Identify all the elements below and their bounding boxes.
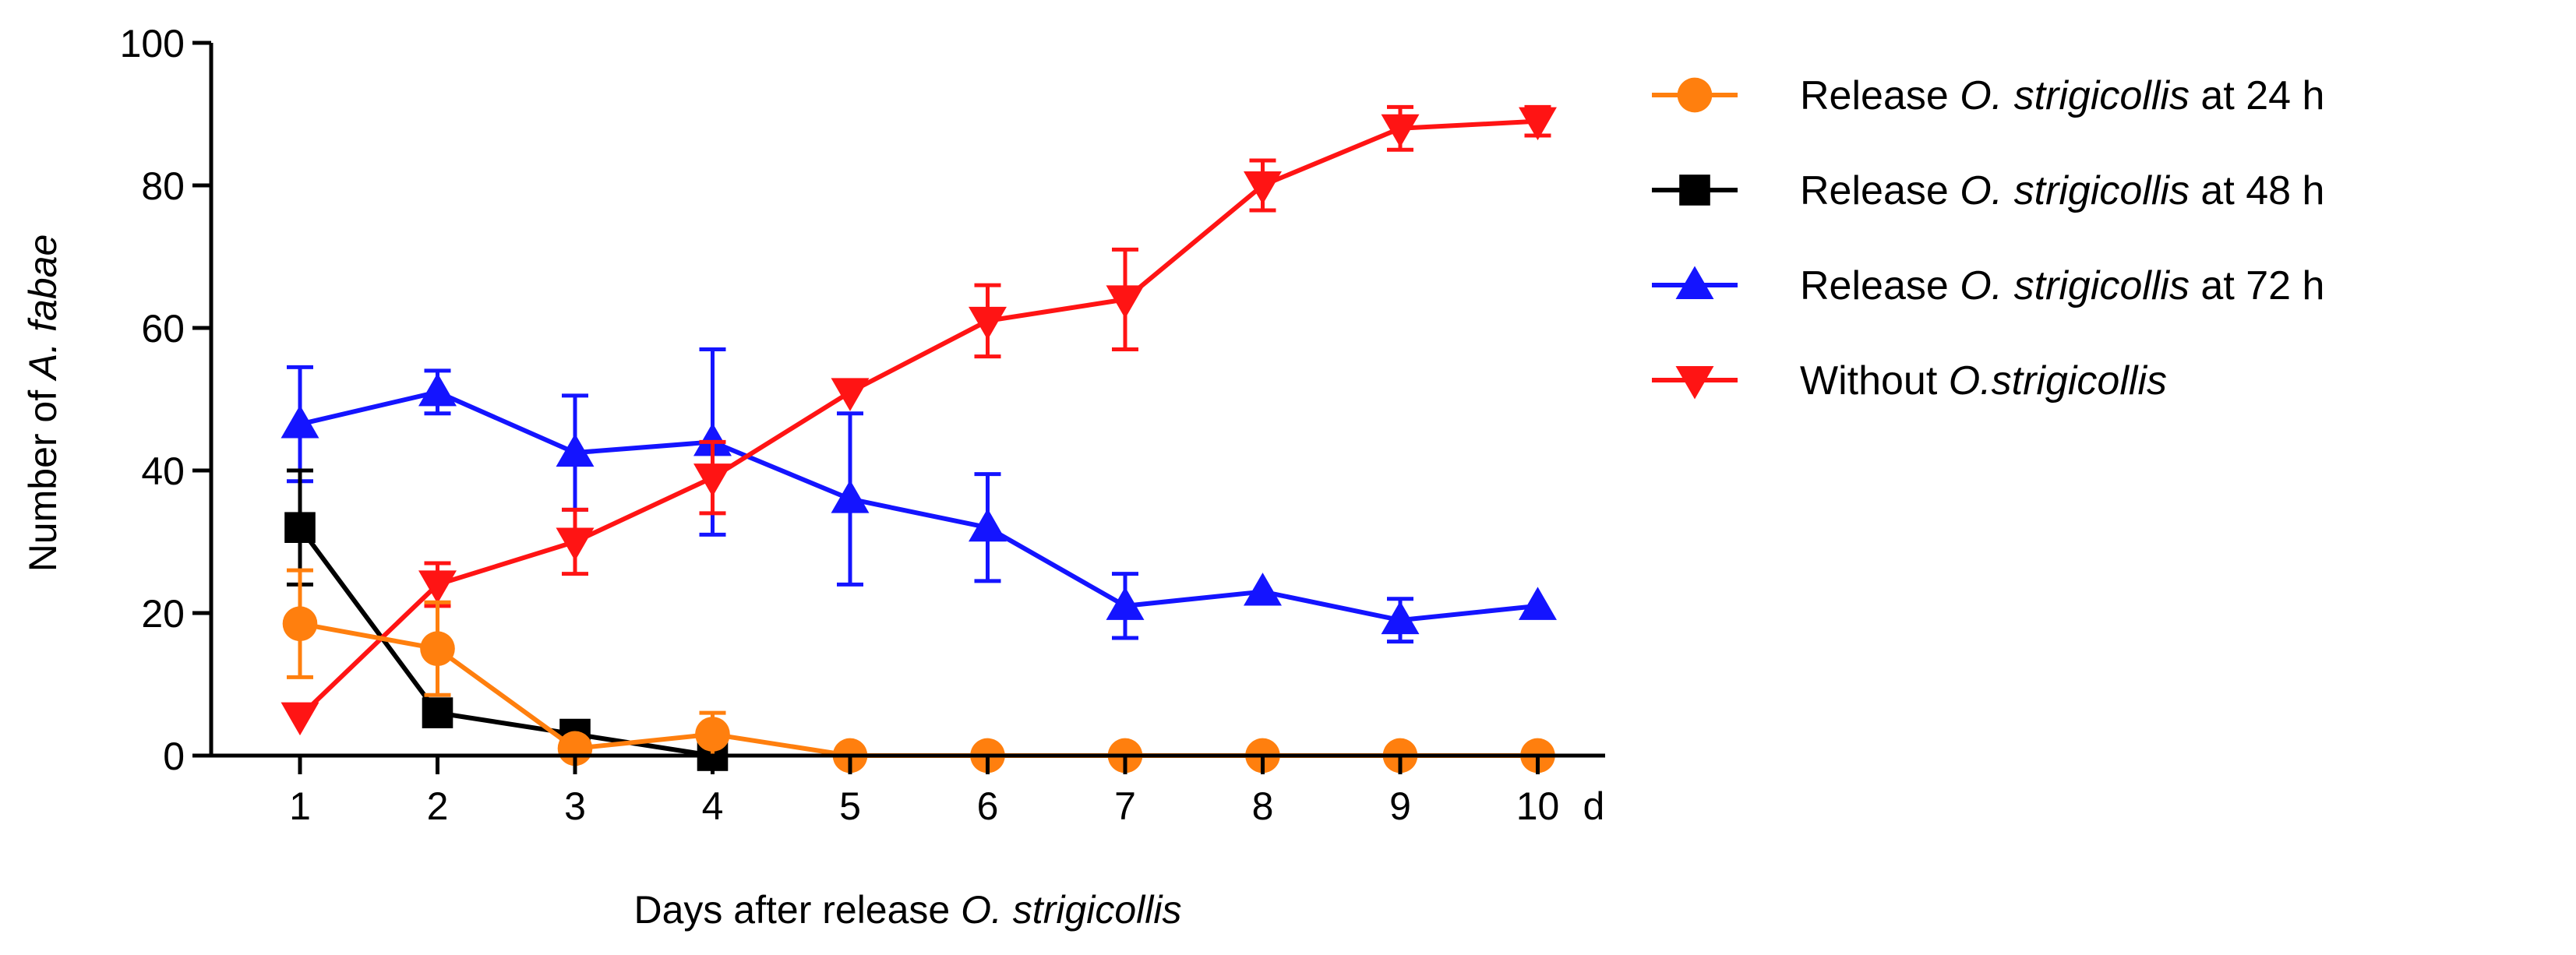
data-point [1519, 587, 1557, 620]
data-point [556, 527, 595, 561]
data-point [969, 306, 1007, 340]
data-point [556, 433, 595, 467]
data-point [1381, 114, 1420, 148]
y-tick-label: 80 [141, 164, 185, 208]
x-axis-title-prefix: Days after release [633, 888, 961, 932]
series-0 [282, 568, 1555, 774]
series-line [298, 118, 1538, 718]
data-point [282, 606, 318, 642]
x-tick-label: 3 [564, 784, 586, 828]
data-point [693, 463, 732, 497]
x-tick-label: 1 [289, 784, 311, 828]
data-point [1244, 573, 1282, 606]
legend-label: Without O.strigicollis [1800, 358, 2167, 403]
legend-label-species: O. strigicollis [1960, 168, 2190, 213]
legend-label: Release O. strigicollis at 72 h [1800, 263, 2324, 308]
data-point [1106, 587, 1145, 620]
data-point [1106, 285, 1145, 319]
data-point [1244, 171, 1282, 205]
x-tick-label: 4 [702, 784, 724, 828]
y-tick-label: 0 [163, 735, 185, 778]
y-axis-title-prefix: Number of [21, 379, 65, 572]
x-tick-label: 2 [427, 784, 449, 828]
legend-marker [1675, 366, 1714, 400]
x-tick-label: 7 [1114, 784, 1136, 828]
y-tick-label: 60 [141, 307, 185, 351]
data-point [1381, 601, 1420, 635]
data-point [831, 378, 870, 411]
data-point [693, 422, 732, 456]
legend-item-2: Release O. strigicollis at 72 h [1652, 263, 2324, 308]
series-1 [284, 468, 729, 771]
legend-label-suffix: at 72 h [2190, 263, 2324, 308]
legend-label-suffix: at 24 h [2190, 73, 2324, 118]
axes: 0 20 40 60 80 100 1 2 3 4 5 6 7 8 9 10 d [120, 22, 1605, 828]
y-axis-title: Number of A. fabae [21, 234, 65, 573]
series-line [298, 526, 713, 758]
x-axis-title: Days after release O. strigicollis [633, 888, 1181, 932]
legend-marker [1675, 266, 1714, 299]
series-2 [281, 347, 1557, 644]
data-point [831, 480, 870, 513]
y-tick-label: 40 [141, 449, 185, 493]
data-point [969, 508, 1007, 542]
x-unit-label: d [1583, 784, 1605, 828]
legend-label-prefix: Release [1800, 263, 1960, 308]
series-3 [281, 104, 1557, 736]
plot-area [281, 104, 1557, 774]
x-tick-label: 10 [1516, 784, 1560, 828]
x-axis-title-text: Days after release O. strigicollis [633, 888, 1181, 932]
legend-item-0: Release O. strigicollis at 24 h [1652, 73, 2324, 118]
legend-label-species: O. strigicollis [1960, 263, 2190, 308]
series-line [299, 389, 1538, 623]
y-tick-label: 100 [120, 22, 185, 65]
legend-marker [1677, 77, 1713, 113]
data-point [418, 570, 457, 604]
data-point [284, 512, 316, 543]
y-tick-label: 20 [141, 592, 185, 636]
legend-item-1: Release O. strigicollis at 48 h [1652, 168, 2324, 213]
legend-item-3: Without O.strigicollis [1652, 358, 2167, 403]
data-point [418, 372, 457, 407]
x-tick-label: 6 [977, 784, 999, 828]
legend-label: Release O. strigicollis at 24 h [1800, 73, 2324, 118]
data-point [281, 702, 319, 736]
x-tick-label: 9 [1389, 784, 1411, 828]
series-line [299, 621, 1538, 758]
legend-label-prefix: Release [1800, 168, 1960, 213]
data-point [422, 697, 453, 728]
data-point [1519, 107, 1557, 141]
x-tick-label: 8 [1252, 784, 1274, 828]
data-point [281, 405, 319, 439]
legend-label: Release O. strigicollis at 48 h [1800, 168, 2324, 213]
x-axis-title-species: O. strigicollis [961, 888, 1181, 932]
data-point [695, 717, 730, 752]
legend-label-prefix: Without [1800, 358, 1949, 403]
y-axis-title-text: Number of A. fabae [21, 234, 65, 573]
y-axis-title-species: A. fabae [21, 234, 65, 382]
legend-label-species: O. strigicollis [1960, 73, 2190, 118]
legend-marker [1679, 174, 1710, 206]
legend-label-prefix: Release [1800, 73, 1960, 118]
data-point [420, 631, 455, 667]
legend-label-species: O.strigicollis [1949, 358, 2167, 403]
legend-label-suffix: at 48 h [2190, 168, 2324, 213]
x-tick-label: 5 [839, 784, 861, 828]
